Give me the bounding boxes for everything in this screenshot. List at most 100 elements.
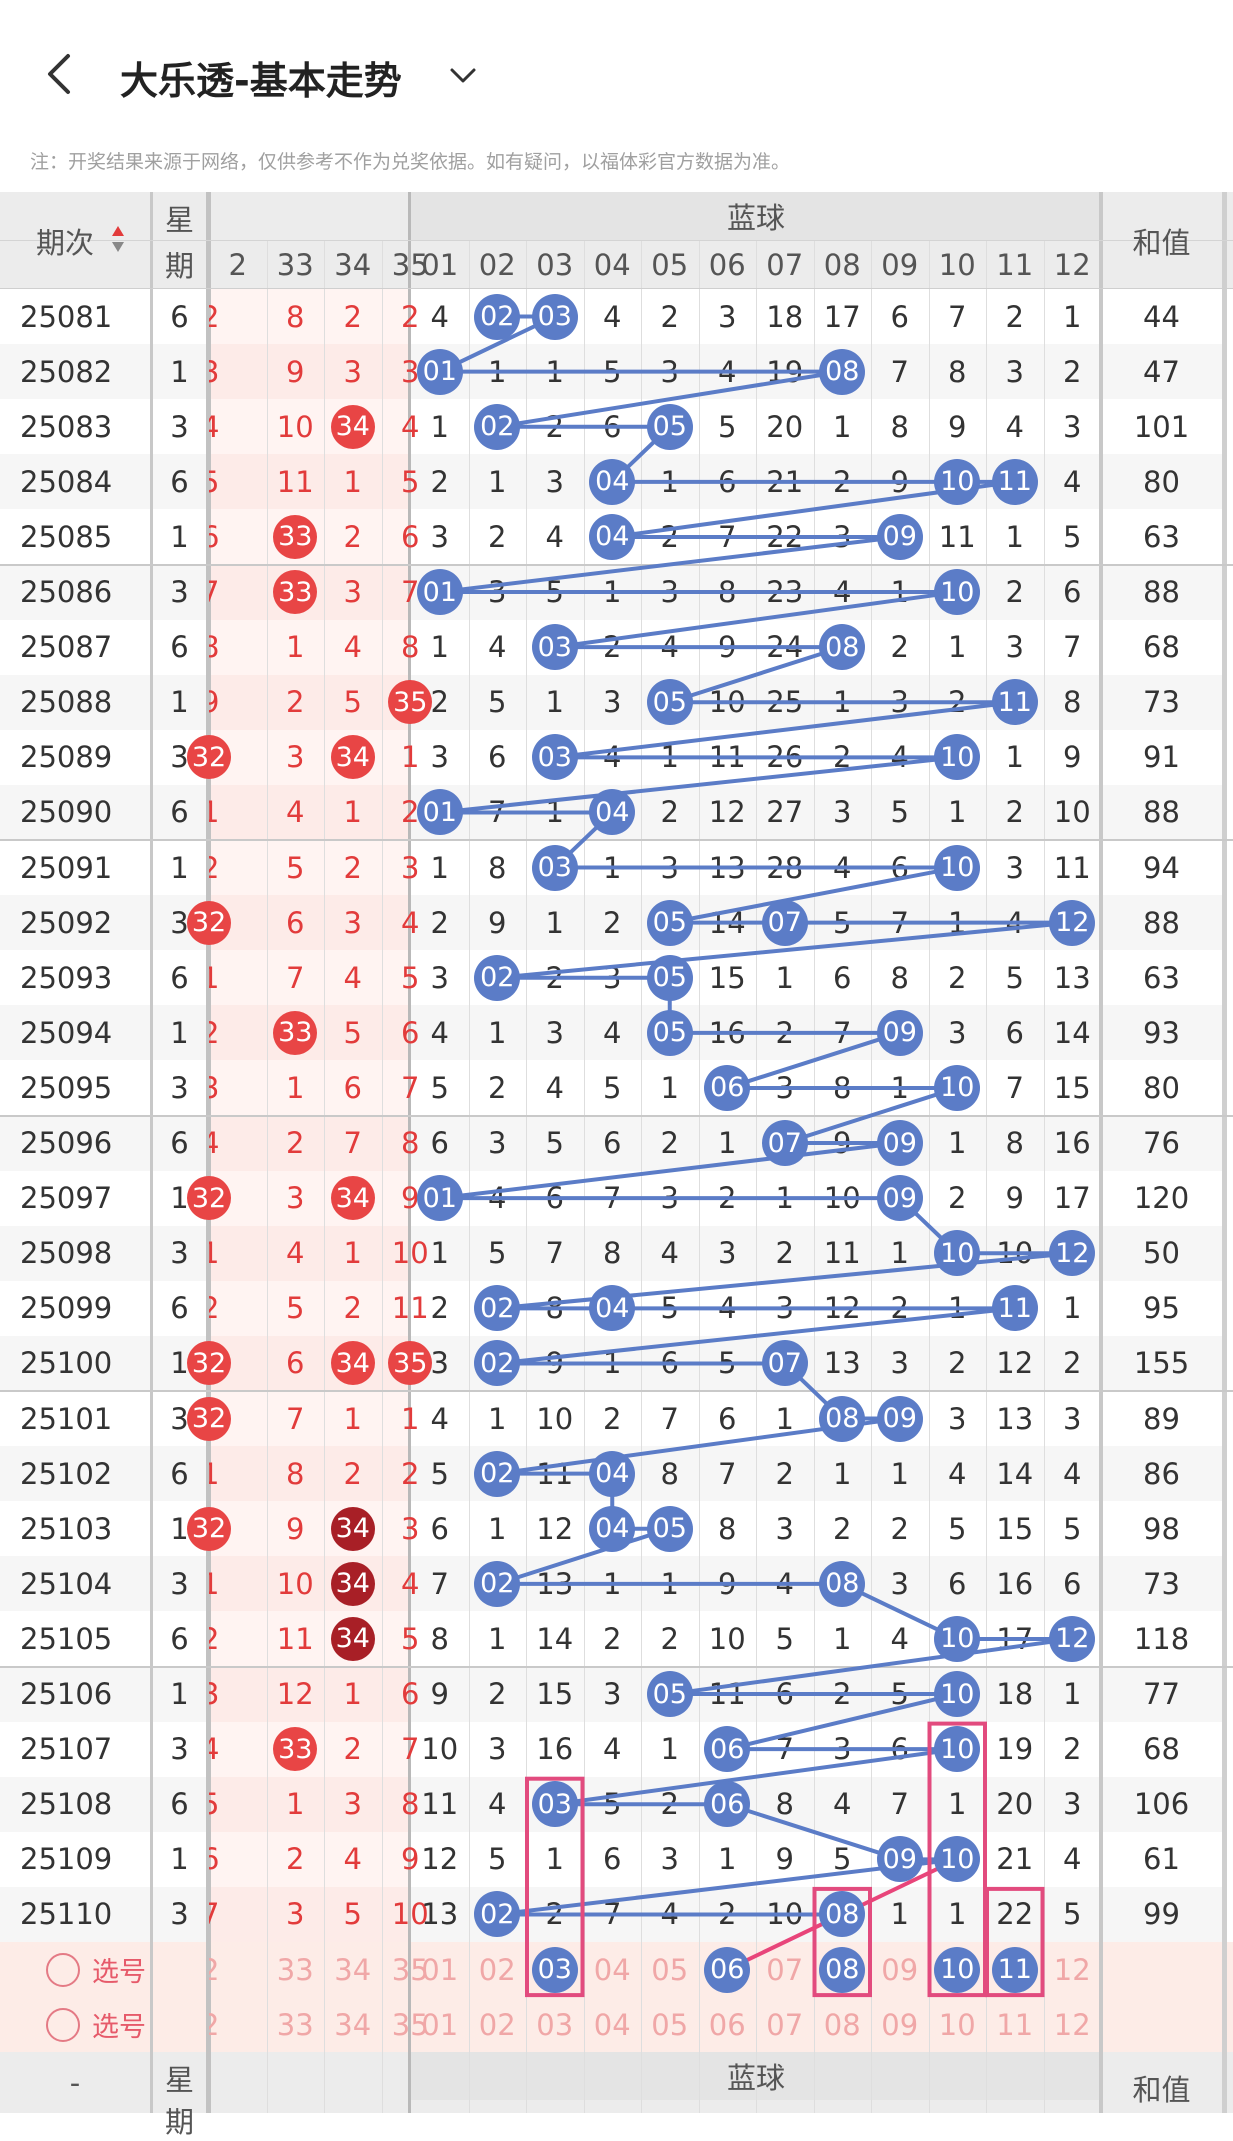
blue-miss-cell: 4 [603, 1015, 622, 1050]
pick-blue-12[interactable]: 12 [1053, 1952, 1091, 1987]
front-miss-cell: 2 [343, 1732, 362, 1767]
blue-ball-10: 10 [934, 1615, 981, 1662]
pick-blue-02[interactable]: 02 [478, 2007, 516, 2042]
row-stripe [0, 1666, 209, 1722]
front-miss-cell: 11 [391, 1291, 429, 1326]
front-miss-cell: 11 [276, 1621, 314, 1656]
pick-blue-07[interactable]: 07 [766, 2007, 804, 2042]
pick-blue-ball-03[interactable]: 03 [531, 1946, 578, 1993]
pick-front-2[interactable]: 2 [209, 1952, 220, 1987]
blue-col-header-09: 09 [881, 247, 919, 282]
pick-blue-ball-10[interactable]: 10 [934, 1946, 981, 1993]
blue-miss-cell: 5 [890, 795, 909, 830]
sort-icon[interactable] [111, 224, 125, 254]
blue-miss-cell: 2 [890, 1511, 909, 1546]
issue-cell: 25107 [20, 1732, 113, 1767]
pick-blue-12[interactable]: 12 [1053, 2007, 1091, 2042]
issue-cell: 25092 [20, 905, 113, 940]
pick-blue-09[interactable]: 09 [881, 2007, 919, 2042]
front-miss-cell: 2 [401, 1456, 420, 1491]
blue-ball-03: 03 [531, 624, 578, 671]
pick-blue-02[interactable]: 02 [478, 1952, 516, 1987]
sum-cell: 86 [1143, 1456, 1180, 1491]
blue-miss-cell: 1 [833, 409, 852, 444]
blue-ball-05: 05 [646, 1505, 693, 1552]
pick-front-2[interactable]: 2 [209, 2007, 220, 2042]
pick-blue-01[interactable]: 01 [421, 1952, 459, 1987]
row-stripe [209, 1886, 408, 1942]
grid-line [871, 240, 872, 2113]
blue-miss-cell: 4 [488, 630, 507, 665]
pick-front-34[interactable]: 34 [334, 1952, 372, 1987]
chevron-down-icon[interactable] [446, 58, 480, 92]
pick-blue-ball-11[interactable]: 11 [991, 1946, 1038, 1993]
blue-ball-11: 11 [991, 1285, 1038, 1332]
sum-cell: 95 [1143, 1291, 1180, 1326]
pick-blue-ball-06[interactable]: 06 [704, 1946, 751, 1993]
col-issue-label[interactable]: 期次 [36, 225, 95, 260]
pick-front-34[interactable]: 34 [334, 2007, 372, 2042]
front-miss-cell: 7 [401, 1070, 420, 1105]
pick-blue-08[interactable]: 08 [823, 2007, 861, 2042]
pick-blue-07[interactable]: 07 [766, 1952, 804, 1987]
radio-circle-icon[interactable] [46, 1952, 80, 1987]
header-bottom-line [0, 288, 1233, 289]
blue-miss-cell: 3 [430, 1346, 449, 1381]
pick-front-33[interactable]: 33 [276, 2007, 314, 2042]
pick-row-label[interactable]: 选号 [46, 1942, 146, 1997]
blue-miss-cell: 11 [708, 1677, 746, 1712]
blue-miss-cell: 6 [718, 1401, 737, 1436]
blue-miss-cell: 8 [890, 960, 909, 995]
pick-blue-05[interactable]: 05 [651, 1952, 689, 1987]
blue-miss-cell: 1 [660, 740, 679, 775]
pick-blue-06[interactable]: 06 [708, 2007, 746, 2042]
pick-blue-01[interactable]: 01 [421, 2007, 459, 2042]
blue-miss-cell: 7 [1005, 1070, 1024, 1105]
pick-blue-11[interactable]: 11 [996, 2007, 1034, 2042]
blue-miss-cell: 3 [833, 519, 852, 554]
blue-miss-cell: 1 [603, 850, 622, 885]
pick-blue-04[interactable]: 04 [593, 2007, 631, 2042]
blue-ball-06: 06 [704, 1726, 751, 1773]
radio-circle-icon[interactable] [46, 2007, 80, 2042]
sum-cell: 89 [1143, 1401, 1180, 1436]
col-sum-label[interactable]: 和值 [1132, 225, 1191, 260]
pick-front-35[interactable]: 35 [391, 2007, 429, 2042]
col-separator [408, 192, 411, 2113]
week-cell: 1 [170, 1511, 189, 1546]
blue-miss-cell: 6 [890, 299, 909, 334]
week-cell: 3 [170, 1070, 189, 1105]
front-miss-cell: 7 [401, 1732, 420, 1767]
blue-miss-cell: 7 [890, 354, 909, 389]
front-ball: 35 [388, 1341, 433, 1386]
blue-miss-cell: 8 [718, 1511, 737, 1546]
week-cell: 3 [170, 575, 189, 610]
pick-blue-ball-08[interactable]: 08 [819, 1946, 866, 1993]
week-cell: 3 [170, 1566, 189, 1601]
blue-miss-cell: 2 [603, 1401, 622, 1436]
week-cell: 1 [170, 1346, 189, 1381]
blue-miss-cell: 3 [833, 795, 852, 830]
blue-miss-cell: 2 [430, 464, 449, 499]
blue-ball-07: 07 [761, 899, 808, 946]
blue-col-header-10: 10 [938, 247, 976, 282]
pick-blue-03[interactable]: 03 [536, 2007, 574, 2042]
pick-blue-05[interactable]: 05 [651, 2007, 689, 2042]
blue-ball-08: 08 [819, 1395, 866, 1442]
blue-ball-04: 04 [589, 458, 636, 505]
front-miss-cell: 4 [209, 409, 220, 444]
pick-blue-09[interactable]: 09 [881, 1952, 919, 1987]
blue-miss-cell: 2 [430, 685, 449, 720]
pick-blue-04[interactable]: 04 [593, 1952, 631, 1987]
pick-blue-10[interactable]: 10 [938, 2007, 976, 2042]
blue-miss-cell: 3 [1005, 630, 1024, 665]
pick-row-label[interactable]: 选号 [46, 1997, 146, 2052]
blue-col-header-01: 01 [421, 247, 459, 282]
front-miss-cell: 3 [343, 575, 362, 610]
blue-miss-cell: 5 [718, 1346, 737, 1381]
front-miss-cell: 3 [401, 850, 420, 885]
pick-front-35[interactable]: 35 [391, 1952, 429, 1987]
chevron-left-icon[interactable] [40, 52, 84, 96]
pick-front-33[interactable]: 33 [276, 1952, 314, 1987]
blue-ball-01: 01 [416, 1175, 463, 1222]
